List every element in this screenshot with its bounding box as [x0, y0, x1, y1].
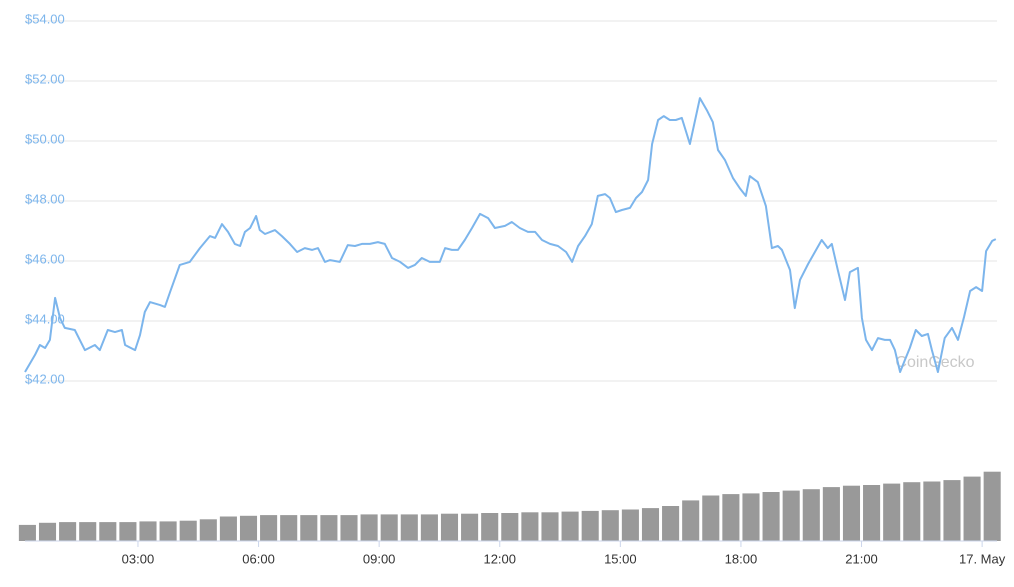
x-tick-label: 12:00 — [483, 551, 516, 566]
y-tick-label: $42.00 — [25, 371, 65, 386]
volume-bar — [400, 514, 418, 541]
volume-bar — [159, 521, 177, 541]
volume-bar — [621, 509, 639, 541]
y-tick-label: $52.00 — [25, 71, 65, 86]
volume-bar — [119, 522, 137, 541]
x-tick-label: 17. May — [959, 551, 1006, 566]
volume-bar — [842, 485, 861, 541]
volume-bar — [863, 485, 881, 541]
volume-bar — [440, 513, 459, 541]
volume-bar — [521, 512, 539, 541]
volume-bar — [561, 511, 579, 541]
x-tick-label: 21:00 — [845, 551, 878, 566]
y-tick-label: $50.00 — [25, 131, 65, 146]
volume-bar — [38, 522, 57, 541]
y-tick-label: $48.00 — [25, 191, 65, 206]
y-tick-label: $44.00 — [25, 311, 65, 326]
volume-bar — [59, 522, 77, 541]
volume-bar — [983, 471, 1001, 541]
volume-bar — [501, 513, 519, 541]
x-tick-label: 18:00 — [725, 551, 758, 566]
volume-bar — [260, 515, 278, 541]
volume-bar — [99, 522, 117, 541]
volume-bar — [300, 515, 318, 541]
x-tick-label: 15:00 — [604, 551, 637, 566]
volume-bar — [461, 513, 479, 541]
volume-bar — [360, 514, 378, 541]
volume-bar — [380, 514, 398, 541]
volume-bar — [762, 492, 780, 541]
volume-bar — [802, 489, 820, 541]
volume-bar — [239, 515, 258, 541]
volume-bar — [682, 500, 700, 541]
volume-bar — [822, 487, 840, 541]
volume-bar — [702, 495, 720, 541]
volume-bar — [320, 515, 338, 541]
volume-bar — [923, 481, 941, 541]
volume-bar — [420, 514, 438, 541]
volume-bar — [340, 515, 358, 541]
x-tick-label: 09:00 — [363, 551, 396, 566]
volume-bar — [782, 490, 800, 541]
volume-bar — [662, 506, 680, 541]
volume-bar — [943, 480, 961, 541]
volume-bar — [581, 510, 599, 541]
volume-bar — [179, 520, 197, 541]
price-line — [24, 97, 997, 373]
x-tick-label: 06:00 — [242, 551, 275, 566]
volume-bar — [541, 512, 559, 541]
y-tick-label: $54.00 — [25, 11, 65, 26]
volume-bar — [742, 493, 760, 541]
volume-bar — [18, 524, 36, 541]
volume-bar — [601, 510, 619, 541]
volume-bar — [280, 515, 298, 541]
y-tick-label: $46.00 — [25, 251, 65, 266]
volume-bar — [641, 508, 660, 541]
volume-bar — [139, 521, 157, 541]
x-tick-label: 03:00 — [122, 551, 155, 566]
volume-bar — [903, 482, 921, 541]
volume-bar — [883, 483, 901, 541]
volume-bar — [199, 519, 217, 541]
volume-bar — [963, 476, 981, 541]
volume-bar — [481, 513, 499, 541]
volume-bar — [722, 494, 740, 541]
volume-bar — [79, 522, 97, 541]
volume-bar — [219, 516, 237, 541]
